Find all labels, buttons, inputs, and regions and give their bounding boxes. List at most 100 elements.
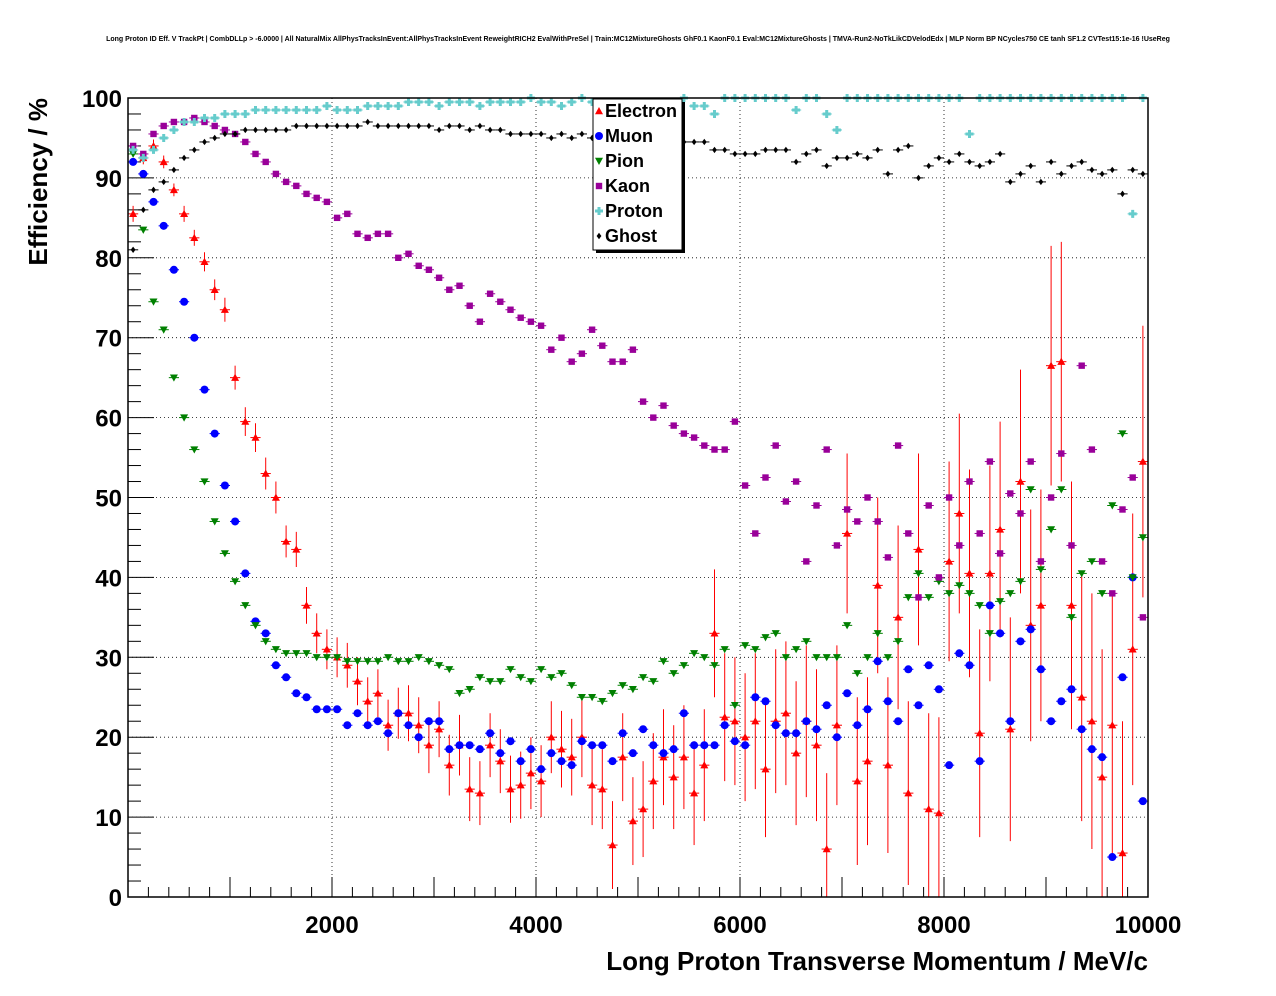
muon-point: [965, 661, 974, 670]
y-tick-label: 30: [95, 645, 122, 672]
proton-point: [1128, 209, 1137, 218]
electron-point: [751, 717, 760, 725]
electron-point: [894, 613, 903, 621]
kaon-point: [772, 442, 779, 449]
ghost-point: [1120, 190, 1125, 198]
pion-series: [128, 150, 1148, 710]
muon-point: [424, 717, 433, 726]
kaon-point: [639, 398, 647, 405]
kaon-point: [507, 306, 514, 313]
ghost-point: [926, 162, 932, 170]
muon-point: [190, 333, 199, 342]
muon-point: [363, 721, 372, 730]
proton-point: [159, 133, 168, 142]
kaon-point: [150, 130, 157, 138]
ghost-point: [1099, 170, 1105, 178]
electron-point: [496, 757, 505, 765]
electron-point: [1108, 721, 1117, 729]
pion-point: [516, 674, 525, 682]
pion-point: [659, 658, 668, 666]
electron-point: [955, 509, 964, 517]
muon-point: [516, 757, 525, 766]
kaon-point: [1139, 614, 1147, 621]
proton-point: [353, 105, 362, 114]
muon-point: [822, 701, 831, 710]
proton-point: [200, 113, 209, 122]
muon-point: [149, 197, 158, 206]
ghost-point: [783, 146, 789, 154]
electron-point: [914, 545, 923, 553]
pion-point: [190, 446, 199, 454]
electron-point: [363, 697, 372, 705]
electron-point: [761, 765, 770, 773]
pion-point: [822, 654, 831, 662]
chart-title: Long Proton ID Eff. V TrackPt | CombDLLp…: [106, 36, 1170, 43]
muon-point: [577, 737, 586, 746]
proton-point: [149, 145, 158, 154]
kaon-point: [527, 318, 535, 325]
kaon-point: [354, 230, 361, 238]
electron-point: [292, 545, 301, 553]
kaon-point: [537, 322, 545, 329]
kaon-point: [1058, 450, 1065, 457]
muon-point: [322, 705, 331, 714]
pion-point: [169, 374, 178, 382]
kaon-point: [823, 446, 830, 453]
kaon-point: [690, 434, 698, 441]
electron-point: [618, 753, 627, 761]
muon-point: [282, 673, 291, 682]
muon-point: [883, 697, 892, 706]
muon-point: [1098, 753, 1107, 762]
muon-point: [904, 665, 913, 674]
muon-point: [741, 741, 750, 750]
proton-point: [832, 125, 841, 134]
ghost-point: [548, 134, 554, 142]
electron-point: [435, 725, 444, 733]
muon-series: [128, 157, 1148, 862]
electron-point: [200, 257, 209, 265]
muon-point: [312, 705, 321, 714]
muon-point: [608, 757, 617, 766]
pion-point: [1047, 526, 1056, 534]
kaon-point: [497, 298, 504, 305]
ghost-point: [283, 126, 289, 134]
electron-point: [975, 729, 984, 737]
pion-point: [322, 654, 331, 662]
proton-point: [333, 105, 342, 114]
proton-point: [210, 113, 219, 122]
pion-point: [1026, 486, 1035, 494]
pion-point: [1036, 566, 1045, 574]
kaon-point: [813, 502, 820, 509]
proton-point: [486, 97, 495, 106]
ghost-point: [1028, 162, 1034, 170]
ghost-point: [222, 130, 228, 138]
electron-point: [924, 805, 933, 813]
muon-point: [639, 725, 648, 734]
kaon-point: [915, 594, 922, 601]
electron-point: [373, 689, 382, 697]
electron-point: [730, 717, 739, 725]
ghost-point: [436, 126, 442, 134]
pion-point: [577, 694, 586, 702]
proton-point: [965, 129, 974, 138]
proton-point: [292, 105, 301, 114]
ghost-point: [905, 142, 911, 150]
ghost-point: [253, 126, 258, 134]
kaon-point: [894, 442, 902, 449]
kaon-point: [854, 518, 861, 525]
ghost-point: [232, 130, 238, 138]
ghost-point: [263, 126, 269, 134]
pion-point: [394, 658, 403, 666]
proton-point: [169, 125, 178, 134]
pion-point: [628, 686, 637, 694]
ghost-point: [314, 122, 320, 130]
proton-point: [567, 97, 576, 106]
electron-point: [261, 469, 270, 477]
ghost-point: [773, 146, 779, 154]
electron-point: [832, 721, 841, 729]
muon-point: [720, 721, 729, 730]
muon-point: [761, 697, 770, 706]
ghost-point: [487, 126, 493, 134]
